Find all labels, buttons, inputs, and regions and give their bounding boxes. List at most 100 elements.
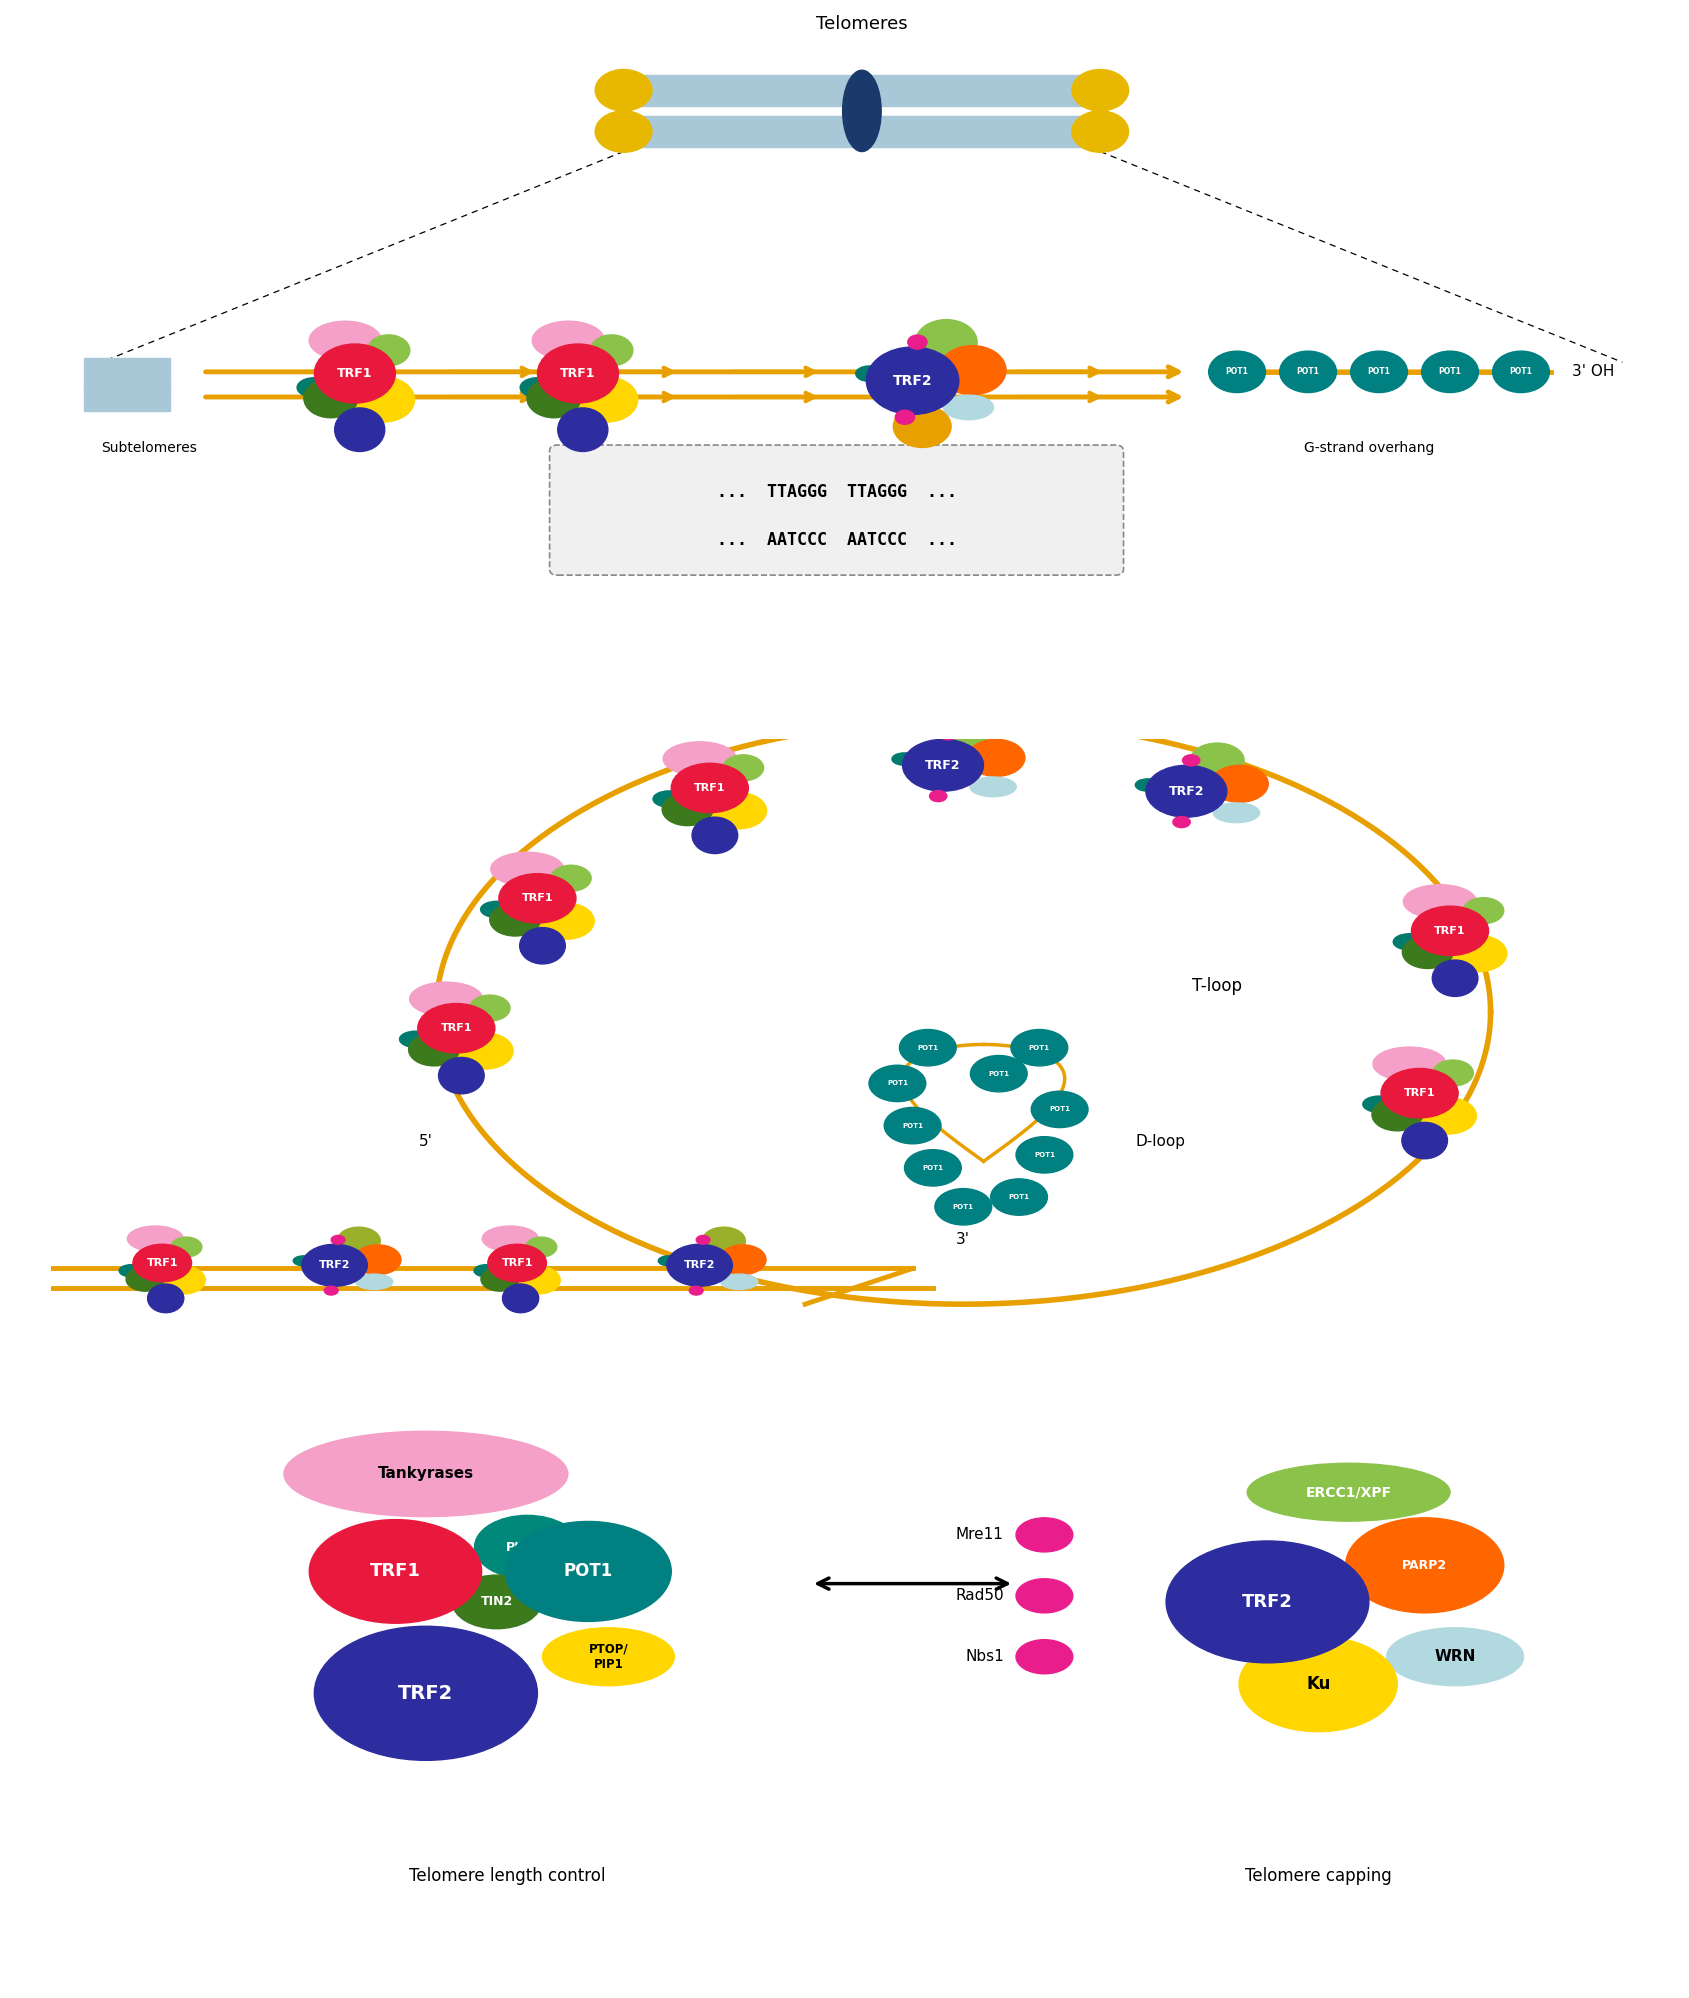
Circle shape (866, 348, 958, 414)
Circle shape (671, 763, 748, 813)
Ellipse shape (334, 408, 385, 452)
Circle shape (1145, 765, 1226, 817)
Ellipse shape (542, 1628, 674, 1686)
Ellipse shape (399, 1031, 432, 1047)
Circle shape (595, 110, 652, 152)
Circle shape (551, 865, 591, 891)
Circle shape (868, 1065, 926, 1101)
Circle shape (133, 1245, 191, 1283)
Text: TRF2: TRF2 (1241, 1592, 1292, 1610)
Circle shape (1350, 352, 1407, 392)
Text: POT1: POT1 (1049, 1107, 1069, 1113)
Ellipse shape (480, 901, 513, 917)
Ellipse shape (1432, 961, 1478, 997)
Circle shape (904, 1149, 961, 1187)
Circle shape (1209, 765, 1267, 803)
Text: Tankyrases: Tankyrases (378, 1467, 473, 1481)
Text: Mre11: Mre11 (956, 1526, 1003, 1542)
Ellipse shape (490, 853, 564, 885)
Circle shape (689, 1287, 703, 1295)
Bar (83, 358, 169, 386)
Circle shape (662, 793, 713, 825)
Circle shape (1010, 1029, 1067, 1065)
Circle shape (966, 739, 1024, 777)
Ellipse shape (1213, 803, 1258, 823)
Ellipse shape (1135, 779, 1160, 791)
Text: TRF1: TRF1 (694, 783, 725, 793)
Ellipse shape (969, 777, 1015, 797)
Ellipse shape (1371, 1047, 1446, 1081)
Circle shape (162, 1267, 206, 1295)
Ellipse shape (1361, 1097, 1395, 1113)
Circle shape (537, 344, 618, 404)
Ellipse shape (147, 1285, 184, 1313)
Text: POT1: POT1 (1008, 1195, 1029, 1201)
Circle shape (1165, 1540, 1368, 1662)
Circle shape (709, 793, 767, 829)
Text: PARP2: PARP2 (1402, 1558, 1446, 1572)
Circle shape (470, 995, 510, 1021)
Circle shape (498, 873, 576, 923)
Circle shape (1015, 1518, 1073, 1552)
Circle shape (1015, 1137, 1073, 1173)
Text: TRF1: TRF1 (1404, 1089, 1434, 1099)
Text: Telomeres: Telomeres (816, 16, 907, 34)
Ellipse shape (892, 753, 917, 765)
Ellipse shape (692, 817, 736, 853)
Circle shape (915, 320, 976, 364)
Ellipse shape (652, 791, 686, 807)
Circle shape (990, 1179, 1047, 1215)
Circle shape (1030, 1091, 1088, 1127)
Ellipse shape (481, 1227, 537, 1251)
Circle shape (1279, 352, 1336, 392)
Text: TRF2: TRF2 (399, 1684, 453, 1702)
Ellipse shape (520, 378, 554, 398)
Circle shape (1238, 1636, 1397, 1732)
Text: D-loop: D-loop (1135, 1135, 1186, 1149)
Circle shape (939, 729, 956, 739)
Circle shape (367, 336, 409, 366)
Text: POT1: POT1 (953, 1203, 973, 1211)
Circle shape (902, 739, 983, 791)
Circle shape (309, 1520, 481, 1622)
Circle shape (907, 336, 927, 350)
Circle shape (1371, 1099, 1422, 1131)
Text: POT1: POT1 (1295, 368, 1319, 376)
Circle shape (409, 1033, 459, 1065)
Circle shape (488, 1245, 546, 1283)
Text: POT1: POT1 (902, 1123, 922, 1129)
Text: TRF1: TRF1 (502, 1259, 532, 1269)
Ellipse shape (662, 741, 736, 775)
Circle shape (895, 410, 914, 424)
Circle shape (934, 1189, 991, 1225)
Text: PTOP/
PIP1: PTOP/ PIP1 (588, 1642, 628, 1670)
Ellipse shape (942, 396, 993, 420)
Text: G-strand overhang: G-strand overhang (1302, 442, 1434, 456)
Circle shape (517, 1267, 561, 1295)
Text: TRF1: TRF1 (370, 1562, 421, 1580)
Text: T-loop: T-loop (1191, 977, 1241, 995)
Text: Nbs1: Nbs1 (964, 1648, 1003, 1664)
Text: PINX1: PINX1 (505, 1540, 549, 1554)
Circle shape (1189, 743, 1243, 777)
Circle shape (304, 378, 358, 418)
Circle shape (355, 1245, 400, 1275)
Circle shape (338, 1227, 380, 1255)
Text: TRF1: TRF1 (522, 893, 552, 903)
Circle shape (417, 1003, 495, 1053)
Circle shape (1463, 897, 1503, 923)
Bar (633, 116, 1089, 148)
Text: TRF2: TRF2 (892, 374, 932, 388)
Ellipse shape (294, 1257, 314, 1267)
Text: TRF1: TRF1 (1434, 925, 1464, 935)
Circle shape (537, 903, 595, 939)
Ellipse shape (557, 408, 608, 452)
Circle shape (1208, 352, 1265, 392)
Ellipse shape (409, 983, 483, 1015)
Circle shape (353, 378, 414, 422)
Ellipse shape (297, 378, 331, 398)
Text: POT1: POT1 (1029, 1045, 1049, 1051)
Ellipse shape (127, 1227, 182, 1251)
Ellipse shape (843, 70, 880, 152)
Circle shape (1380, 1069, 1458, 1117)
